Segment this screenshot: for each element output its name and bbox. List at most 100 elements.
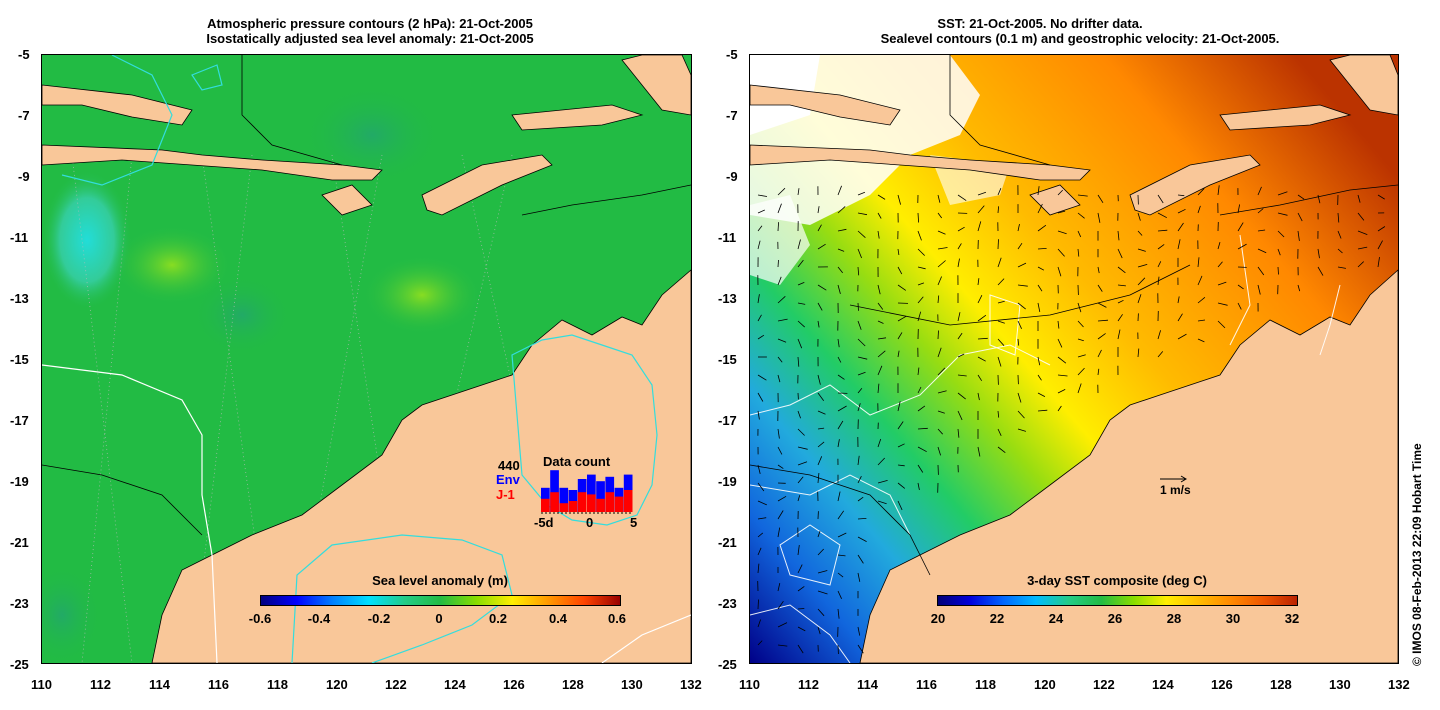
velocity-vector [897,443,905,448]
velocity-vector [1257,248,1267,254]
velocity-vector [1037,374,1042,381]
velocity-vector [757,392,764,402]
velocity-vector [857,320,862,330]
left-y-tick: -25 [10,657,29,672]
velocity-vector [977,191,987,196]
velocity-vector [1117,314,1123,322]
histogram-bar-j1 [605,492,615,512]
velocity-vector [877,230,880,239]
velocity-vector [1157,351,1164,358]
velocity-vector [1217,241,1221,250]
right-x-tick: 124 [1152,677,1174,692]
velocity-vector [1137,348,1140,358]
velocity-vector [1157,194,1164,204]
velocity-vector [957,194,967,201]
velocity-vector [837,510,845,520]
velocity-vector [837,228,847,232]
velocity-vector [857,554,864,564]
velocity-vector [1097,368,1100,376]
velocity-vector [757,194,768,197]
velocity-vector [1137,212,1141,221]
right-y-tick: -25 [718,657,737,672]
velocity-vector [1197,296,1206,304]
velocity-vector [1077,230,1082,238]
right-x-tick: 114 [857,677,878,692]
velocity-vector [1057,374,1068,377]
velocity-vector [1097,349,1102,358]
velocity-vector [1017,262,1027,268]
left-colorbar-tick: -0.2 [367,611,391,626]
velocity-vector [1197,257,1200,268]
velocity-vector [1317,266,1324,276]
velocity-vector [877,480,888,484]
velocity-vector [977,295,983,304]
velocity-vector [1097,319,1109,322]
velocity-vector [797,545,800,556]
velocity-vector [797,644,804,654]
velocity-vector [817,392,825,401]
velocity-vector [1157,212,1167,219]
velocity-vector [1077,248,1080,257]
velocity-vector [877,194,886,200]
velocity-vector [877,284,881,295]
velocity-vector [1297,212,1303,222]
sst-colorbar [937,595,1298,606]
velocity-vector [797,461,808,466]
velocity-vector [817,626,821,635]
right-x-tick: 118 [975,677,996,692]
velocity-vector [897,248,900,256]
velocity-vector [837,356,842,363]
left-colorbar-tick: 0 [435,611,443,626]
velocity-vector [817,441,825,448]
velocity-vector [1237,204,1240,214]
velocity-vector [977,221,982,232]
velocity-vector [917,386,922,394]
velocity-vector [857,476,862,484]
velocity-vector [1037,302,1041,312]
velocity-vector [1177,333,1187,340]
velocity-vector [1357,246,1368,250]
left-x-tick: 124 [444,677,466,692]
velocity-vector [857,536,867,542]
velocity-vector [877,350,886,358]
velocity-vector [817,590,828,595]
velocity-vector [917,266,926,270]
velocity-vector [1177,222,1184,232]
velocity-vector [1257,284,1261,295]
histogram-bar-j1 [550,492,559,512]
velocity-vector [1357,212,1365,221]
velocity-vector [797,495,801,502]
velocity-vector [1057,320,1060,329]
sea-level-anomaly-colorbar [260,595,621,606]
right-y-tick: -13 [718,291,737,306]
velocity-vector [897,266,903,275]
velocity-vector [857,338,866,347]
left-y-tick: -23 [10,596,29,611]
velocity-vector [1017,242,1023,250]
velocity-vector [997,257,1002,268]
right-x-tick: 120 [1034,677,1056,692]
velocity-vector [1337,212,1340,223]
velocity-vector [1077,320,1084,328]
right-colorbar-tick: 26 [1107,611,1123,626]
histogram-bar-env [550,470,559,512]
velocity-vector [797,320,805,328]
velocity-vector [897,464,905,467]
velocity-vector [1377,240,1383,250]
velocity-vector [1077,212,1085,219]
data-count-histogram [541,470,633,514]
velocity-vector [757,599,759,610]
velocity-vector [1077,194,1088,197]
left-colorbar-title: Sea level anomaly (m) [372,573,508,588]
velocity-vector [1337,266,1346,269]
left-panel-title-line1: Atmospheric pressure contours (2 hPa): 2… [207,16,533,31]
velocity-vector [1097,333,1106,340]
velocity-vector [817,206,820,214]
right-x-tick: 128 [1270,677,1292,692]
inset-x-tick: 5 [630,515,638,530]
velocity-vector [817,302,823,311]
velocity-vector [1177,239,1181,250]
velocity-vector [957,312,961,322]
left-y-tick: -17 [10,413,29,428]
left-y-tick: -15 [10,352,29,367]
